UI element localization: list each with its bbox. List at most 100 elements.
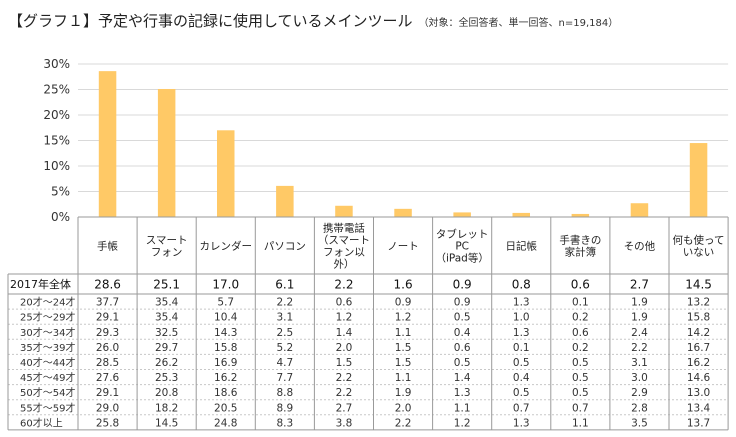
table-cell: 1.3 (513, 297, 530, 309)
table-cell: 5.2 (276, 342, 293, 354)
total-cell: 17.0 (212, 278, 239, 292)
table-cell: 2.8 (631, 402, 648, 414)
category-label: 手帳 (97, 240, 118, 253)
table-cell: 1.1 (454, 402, 471, 414)
chart-title-note: （対象：全回答者、単一回答、n=19,184） (418, 18, 619, 29)
category-label: その他 (624, 240, 656, 253)
category-label: 日記帳 (506, 240, 538, 253)
bar (689, 143, 708, 217)
table-cell: 0.9 (454, 297, 471, 309)
table-cell: 20.5 (214, 402, 237, 414)
table-cell: 2.0 (336, 342, 353, 354)
total-cell: 2.7 (630, 278, 649, 292)
table-cell: 0.1 (572, 297, 589, 309)
table-cell: 14.5 (155, 417, 178, 429)
y-tick-label: 30% (43, 57, 70, 71)
table-cell: 0.1 (513, 342, 530, 354)
age-row-label: 25才～29才 (20, 311, 75, 324)
category-label: ノート (387, 241, 419, 253)
y-tick-label: 5% (51, 185, 70, 199)
bar (394, 208, 412, 217)
category-label: 外） (333, 259, 354, 271)
table-cell: 2.2 (336, 387, 353, 399)
table-cell: 35.4 (155, 312, 179, 324)
table-cell: 2.0 (395, 402, 412, 414)
table-cell: 28.5 (96, 357, 119, 369)
category-label: 家計簿 (565, 246, 597, 259)
table-cell: 1.3 (513, 327, 530, 339)
table-cell: 37.7 (96, 297, 119, 309)
total-cell: 0.8 (512, 278, 531, 292)
table-cell: 1.0 (513, 312, 530, 324)
table-cell: 3.1 (631, 357, 648, 369)
age-row-label: 35才～39才 (20, 341, 75, 354)
table-cell: 0.5 (454, 357, 471, 369)
total-cell: 2.2 (334, 278, 353, 292)
age-row-label: 55才～59才 (20, 401, 75, 414)
table-cell: 1.2 (395, 312, 412, 324)
table-cell: 29.7 (155, 342, 178, 354)
table-cell: 0.4 (454, 327, 471, 339)
table-cell: 1.1 (572, 417, 589, 429)
category-label: パソコン (264, 241, 306, 253)
total-cell: 14.5 (685, 278, 712, 292)
age-row-label: 20才～24才 (20, 296, 75, 309)
table-cell: 16.2 (687, 357, 710, 369)
table-cell: 2.2 (395, 417, 412, 429)
total-cell: 28.6 (94, 278, 121, 292)
table-cell: 3.8 (336, 417, 353, 429)
table-cell: 27.6 (96, 372, 120, 384)
table-cell: 0.5 (454, 312, 471, 324)
table-cell: 13.0 (687, 387, 710, 399)
table-cell: 0.6 (454, 342, 471, 354)
age-row-label: 30才～34才 (20, 326, 75, 339)
table-cell: 4.7 (276, 357, 293, 369)
y-tick-label: 0% (51, 210, 70, 224)
table-cell: 18.2 (155, 402, 178, 414)
bar (335, 205, 353, 217)
table-cell: 8.9 (276, 402, 293, 414)
total-row-label: 2017年全体 (10, 277, 71, 291)
table-cell: 0.2 (572, 312, 589, 324)
category-label: PC (455, 241, 469, 253)
table-cell: 13.4 (687, 402, 711, 414)
age-row-label: 60才以上 (20, 416, 63, 429)
category-label: （iPad等） (435, 252, 488, 265)
table-cell: 3.5 (631, 417, 648, 429)
table-cell: 16.9 (214, 357, 237, 369)
table-cell: 10.4 (214, 312, 238, 324)
table-cell: 2.2 (631, 342, 648, 354)
table-cell: 1.1 (395, 372, 412, 384)
table-cell: 2.7 (336, 402, 353, 414)
table-cell: 29.0 (96, 402, 119, 414)
bar (157, 88, 176, 218)
table-cell: 1.2 (454, 417, 471, 429)
total-cell: 6.1 (275, 278, 294, 292)
category-label: タブレット (436, 228, 489, 241)
total-cell: 0.6 (571, 278, 590, 292)
chart-title-main: 【グラフ１】予定や行事の記録に使用しているメインツール (8, 12, 413, 30)
table-cell: 0.5 (572, 357, 589, 369)
table-cell: 1.9 (631, 297, 648, 309)
table-cell: 1.9 (631, 312, 648, 324)
table-cell: 16.7 (687, 342, 710, 354)
y-tick-label: 15% (43, 134, 70, 148)
bar (571, 213, 590, 217)
category-label: 何も使って (673, 234, 725, 247)
table-cell: 32.5 (155, 327, 178, 339)
category-label: スマート (146, 235, 188, 247)
table-cell: 25.8 (96, 417, 119, 429)
table-cell: 26.2 (155, 357, 178, 369)
table-cell: 29.1 (96, 387, 119, 399)
table-cell: 13.2 (687, 297, 710, 309)
table-cell: 0.5 (572, 372, 589, 384)
bar (453, 212, 471, 217)
bar (512, 212, 530, 217)
table-cell: 2.2 (276, 297, 293, 309)
table-cell: 0.6 (336, 297, 353, 309)
y-tick-label: 20% (43, 108, 70, 122)
table-cell: 0.5 (513, 357, 530, 369)
table-cell: 29.1 (96, 312, 119, 324)
table-cell: 1.3 (513, 417, 530, 429)
